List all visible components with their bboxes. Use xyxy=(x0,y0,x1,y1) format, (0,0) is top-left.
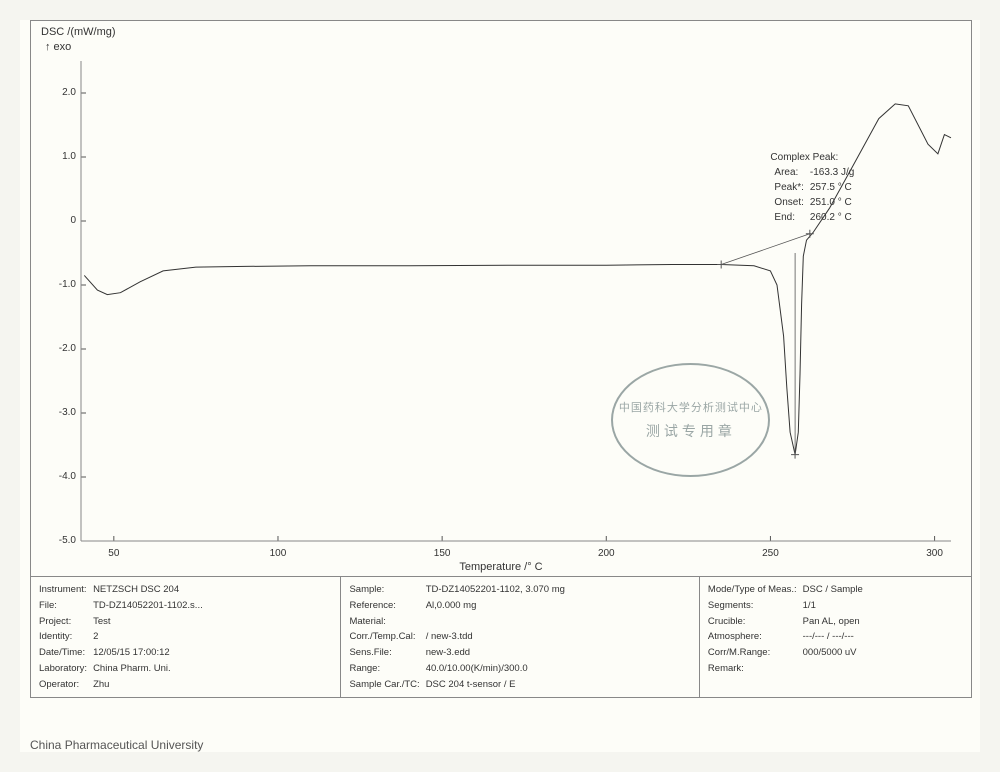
meta-key: Laboratory: xyxy=(39,662,91,676)
meta-key: Instrument: xyxy=(39,583,91,597)
meta-key: Atmosphere: xyxy=(708,630,801,644)
meta-key: File: xyxy=(39,599,91,613)
peak-title: Complex Peak: xyxy=(770,151,858,164)
peak-row-val: -163.3 J/g xyxy=(808,166,856,179)
x-axis-label: Temperature /° C xyxy=(459,561,542,573)
peak-row-key: Peak*: xyxy=(772,181,805,194)
meta-column-2: Sample:TD-DZ14052201-1102, 3.070 mgRefer… xyxy=(341,577,699,697)
meta-val: ---/--- / ---/--- xyxy=(803,630,867,644)
metadata-panel: Instrument:NETZSCH DSC 204File:TD-DZ1405… xyxy=(30,577,972,698)
x-tick-label: 100 xyxy=(270,548,287,559)
meta-key: Corr./Temp.Cal: xyxy=(349,630,423,644)
x-tick-label: 300 xyxy=(926,548,943,559)
meta-val: TD-DZ14052201-1102, 3.070 mg xyxy=(426,583,569,597)
x-tick-label: 200 xyxy=(598,548,615,559)
meta-key: Sens.File: xyxy=(349,646,423,660)
y-axis-sublabel: ↑ exo xyxy=(45,41,71,53)
plot-area: -5.0-4.0-3.0-2.0-1.001.02.0 501001502002… xyxy=(81,61,951,541)
meta-val: 1/1 xyxy=(803,599,867,613)
meta-val: China Pharm. Uni. xyxy=(93,662,207,676)
meta-val: Zhu xyxy=(93,678,207,692)
peak-annotation: Complex Peak: Area:-163.3 J/gPeak*:257.5 … xyxy=(770,151,858,226)
meta-val: DSC 204 t-sensor / E xyxy=(426,678,569,692)
meta-val: DSC / Sample xyxy=(803,583,867,597)
y-tick-label: -3.0 xyxy=(51,407,76,418)
stamp-mid-text: 测试专用章 xyxy=(646,421,736,441)
y-tick-label: 2.0 xyxy=(51,87,76,98)
peak-row-val: 257.5 ° C xyxy=(808,181,856,194)
meta-column-1: Instrument:NETZSCH DSC 204File:TD-DZ1405… xyxy=(31,577,341,697)
meta-val xyxy=(426,615,569,629)
peak-row-key: End: xyxy=(772,211,805,224)
meta-key: Remark: xyxy=(708,662,801,676)
meta-val: 40.0/10.00(K/min)/300.0 xyxy=(426,662,569,676)
meta-key: Range: xyxy=(349,662,423,676)
meta-column-3: Mode/Type of Meas.:DSC / SampleSegments:… xyxy=(700,577,971,697)
y-axis-label: DSC /(mW/mg) xyxy=(41,26,116,38)
meta-key: Material: xyxy=(349,615,423,629)
meta-val: 12/05/15 17:00:12 xyxy=(93,646,207,660)
meta-key: Date/Time: xyxy=(39,646,91,660)
meta-val: NETZSCH DSC 204 xyxy=(93,583,207,597)
meta-key: Mode/Type of Meas.: xyxy=(708,583,801,597)
chart-container: DSC /(mW/mg) ↑ exo -5.0-4.0-3.0-2.0-1.00… xyxy=(30,20,972,577)
y-tick-label: 1.0 xyxy=(51,151,76,162)
peak-row-key: Onset: xyxy=(772,196,805,209)
meta-val: 000/5000 uV xyxy=(803,646,867,660)
dsc-curve-svg xyxy=(81,61,951,541)
meta-key: Sample: xyxy=(349,583,423,597)
y-tick-label: -4.0 xyxy=(51,471,76,482)
meta-val xyxy=(803,662,867,676)
meta-key: Project: xyxy=(39,615,91,629)
meta-key: Identity: xyxy=(39,630,91,644)
meta-val: 2 xyxy=(93,630,207,644)
meta-val: / new-3.tdd xyxy=(426,630,569,644)
meta-key: Reference: xyxy=(349,599,423,613)
meta-val: Pan AL, open xyxy=(803,615,867,629)
y-tick-label: -2.0 xyxy=(51,343,76,354)
meta-key: Corr/M.Range: xyxy=(708,646,801,660)
y-tick-label: -5.0 xyxy=(51,535,76,546)
y-tick-label: 0 xyxy=(51,215,76,226)
meta-key: Operator: xyxy=(39,678,91,692)
y-tick-label: -1.0 xyxy=(51,279,76,290)
stamp-arc-text: 中国药科大学分析测试中心 xyxy=(619,399,763,415)
meta-val: Test xyxy=(93,615,207,629)
dsc-report-sheet: DSC /(mW/mg) ↑ exo -5.0-4.0-3.0-2.0-1.00… xyxy=(20,20,980,752)
meta-key: Segments: xyxy=(708,599,801,613)
peak-row-val: 251.0 ° C xyxy=(808,196,856,209)
meta-val: TD-DZ14052201-1102.s... xyxy=(93,599,207,613)
meta-val: Al,0.000 mg xyxy=(426,599,569,613)
meta-key: Sample Car./TC: xyxy=(349,678,423,692)
meta-val: new-3.edd xyxy=(426,646,569,660)
x-tick-label: 150 xyxy=(434,548,451,559)
peak-row-val: 260.2 ° C xyxy=(808,211,856,224)
footer-text: China Pharmaceutical University xyxy=(30,738,980,752)
x-tick-label: 50 xyxy=(108,548,119,559)
official-stamp: 中国药科大学分析测试中心 测试专用章 xyxy=(611,363,770,477)
x-tick-label: 250 xyxy=(762,548,779,559)
peak-row-key: Area: xyxy=(772,166,805,179)
meta-key: Crucible: xyxy=(708,615,801,629)
